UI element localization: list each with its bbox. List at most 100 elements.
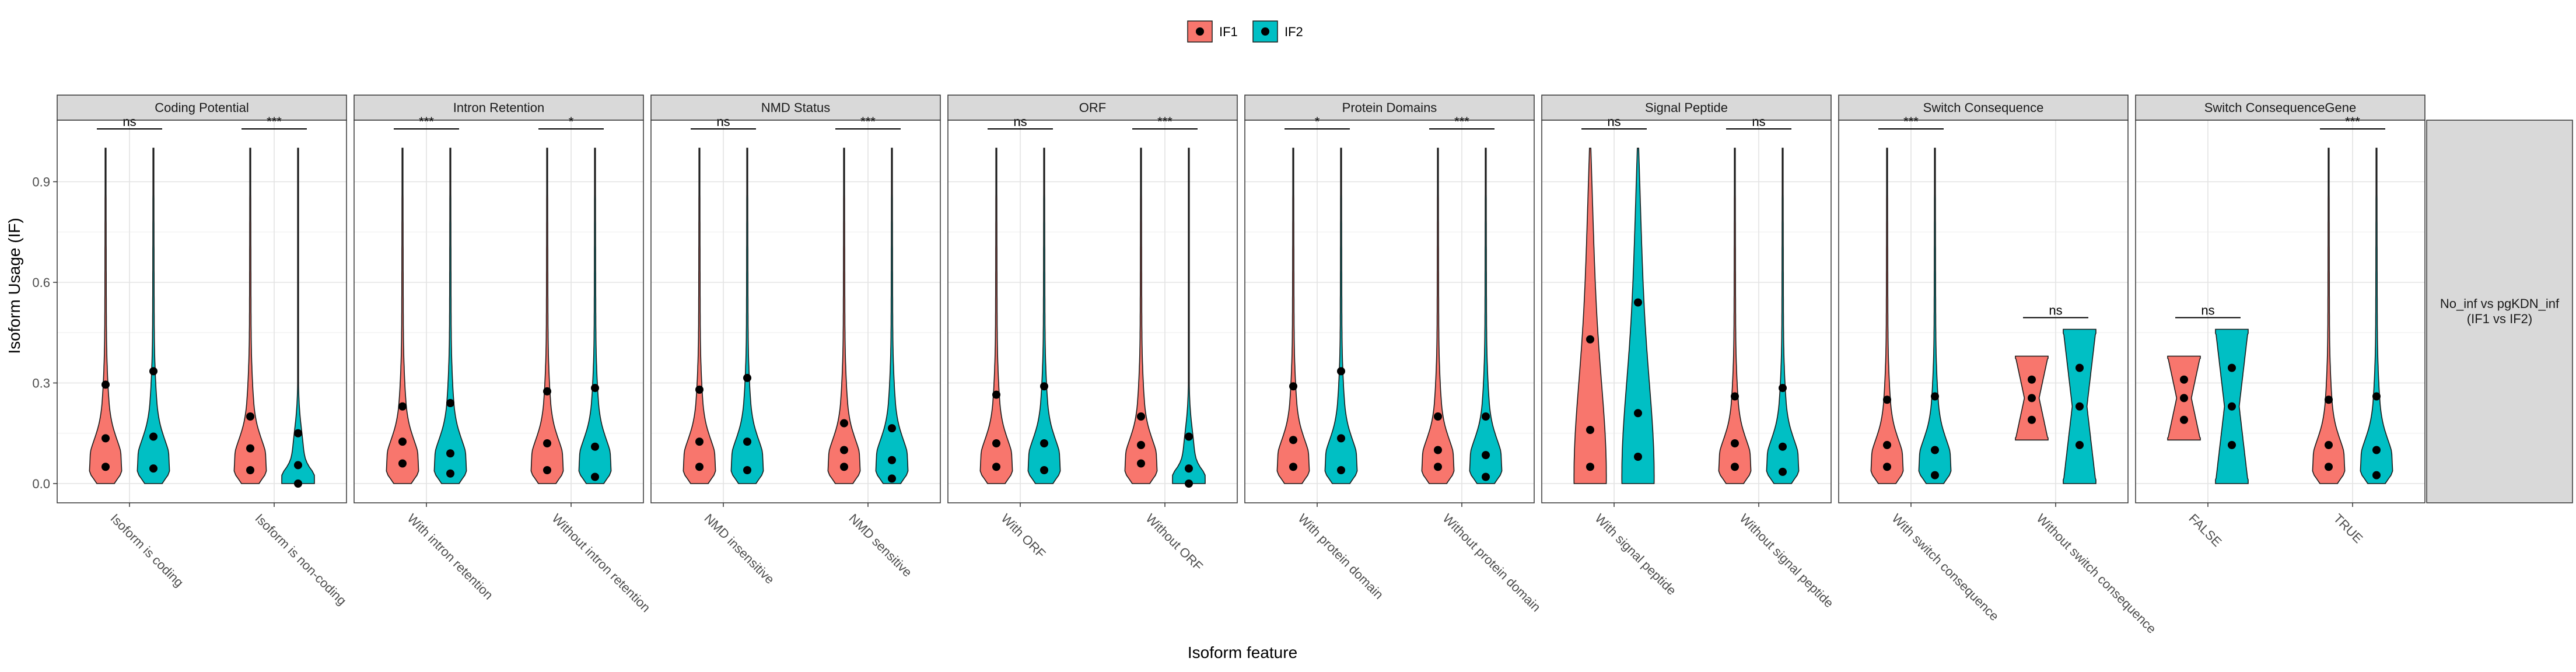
facet-strip-title: Protein Domains xyxy=(1342,100,1437,115)
y-tick-label: 0.0 xyxy=(32,477,50,491)
y-tick-label: 0.3 xyxy=(32,376,50,391)
q25-point xyxy=(446,469,454,478)
violin-if1 xyxy=(530,148,564,484)
q75-point xyxy=(2180,375,2188,384)
legend-key-dot xyxy=(1261,27,1269,36)
q25-point xyxy=(2028,415,2036,424)
violin-if1 xyxy=(386,148,419,484)
facet-strip xyxy=(1244,94,1535,121)
significance-label: ns xyxy=(2201,303,2214,318)
q75-point xyxy=(2228,363,2236,372)
facet-intron-retention: Intron Retention *** With intron retention… xyxy=(354,94,653,615)
q75-point xyxy=(1931,392,1939,401)
facet-strip-title: ORF xyxy=(1079,100,1106,115)
facet-switch-consequencegene: Switch ConsequenceGene ns FALSE *** TRUE xyxy=(2135,94,2426,550)
x-axis-title: Isoform feature xyxy=(1188,643,1297,662)
facet-strip-title: Switch Consequence xyxy=(1923,100,2044,115)
q25-point xyxy=(591,473,599,481)
q25-point xyxy=(1731,463,1739,471)
median-point xyxy=(992,439,1000,447)
x-tick-label: FALSE xyxy=(2186,511,2224,550)
q75-point xyxy=(1040,382,1048,391)
median-point xyxy=(1040,439,1048,447)
significance-label: * xyxy=(569,114,574,129)
median-point xyxy=(398,438,407,446)
violin-if2 xyxy=(281,148,315,484)
median-point xyxy=(1586,426,1594,434)
significance-label: ns xyxy=(1607,114,1620,129)
violin-if1 xyxy=(827,148,861,484)
panel-border xyxy=(354,120,644,503)
q25-point xyxy=(743,466,751,474)
q75-point xyxy=(543,387,551,396)
panel-border xyxy=(2135,120,2426,503)
median-point xyxy=(1337,434,1345,443)
q25-point xyxy=(1040,466,1048,474)
significance-label: * xyxy=(1315,114,1320,129)
q25-point xyxy=(1883,463,1891,471)
q75-point xyxy=(1137,412,1145,421)
median-point xyxy=(695,438,704,446)
x-tick-label: Isoform is non-coding xyxy=(252,511,349,608)
significance-label: ns xyxy=(123,114,136,129)
median-point xyxy=(2180,394,2188,402)
median-point xyxy=(149,432,158,441)
row-strip-background xyxy=(2426,120,2573,503)
facet-strip-title: NMD Status xyxy=(761,100,831,115)
q25-point xyxy=(1185,480,1193,488)
q25-point xyxy=(1289,463,1297,471)
q75-point xyxy=(1482,412,1490,421)
median-point xyxy=(1482,451,1490,460)
panel-border xyxy=(1838,120,2129,503)
x-tick-label: Without ORF xyxy=(1143,511,1206,574)
median-point xyxy=(1137,440,1145,449)
q75-point xyxy=(2325,396,2333,404)
violin-if2 xyxy=(1469,148,1503,484)
median-point xyxy=(2325,440,2333,449)
x-tick-label: NMD sensitive xyxy=(846,511,915,580)
panel-border xyxy=(57,120,347,503)
median-point xyxy=(591,442,599,451)
median-point xyxy=(1289,436,1297,444)
x-tick-label: With protein domain xyxy=(1295,511,1386,602)
facet-strip xyxy=(57,94,347,121)
q25-point xyxy=(1586,463,1594,471)
facet-strip-title: Coding Potential xyxy=(155,100,249,115)
significance-label: *** xyxy=(419,114,434,129)
q25-point xyxy=(102,463,110,471)
significance-label: *** xyxy=(1903,114,1919,129)
panel-border xyxy=(650,120,941,503)
violin-if1 xyxy=(1718,148,1752,484)
facet-panels: Coding Potential ns Isoform is coding *** Is… xyxy=(32,94,2426,636)
violin-if2 xyxy=(1027,148,1061,484)
x-tick-label: With intron retention xyxy=(404,511,496,603)
q25-point xyxy=(888,474,896,483)
significance-label: ns xyxy=(1752,114,1765,129)
q25-point xyxy=(840,463,848,471)
x-tick-label: TRUE xyxy=(2330,511,2365,546)
q75-point xyxy=(1586,335,1594,344)
median-point xyxy=(1883,440,1891,449)
legend-key-dot xyxy=(1196,27,1204,36)
facet-signal-peptide: Signal Peptide ns With signal peptide ns Wit… xyxy=(1541,94,1836,611)
legend-key-if1 xyxy=(1187,20,1213,43)
violin-if2 xyxy=(1918,148,1952,484)
violin-if1 xyxy=(233,148,267,484)
q75-point xyxy=(398,402,407,411)
facet-coding-potential: Coding Potential ns Isoform is coding *** Is… xyxy=(32,94,349,608)
median-point xyxy=(1634,409,1642,418)
q75-point xyxy=(1337,367,1345,376)
y-axis-title: Isoform Usage (IF) xyxy=(5,218,23,354)
legend-item-if1: IF1 xyxy=(1187,20,1238,43)
significance-label: *** xyxy=(1157,114,1172,129)
panel-border xyxy=(947,120,1238,503)
x-tick-label: With ORF xyxy=(998,511,1048,561)
median-point xyxy=(2372,446,2381,454)
q25-point xyxy=(1779,467,1787,476)
significance-label: *** xyxy=(1454,114,1469,129)
violin-if1 xyxy=(1421,148,1455,484)
x-tick-label: Without protein domain xyxy=(1440,511,1544,615)
violin-if1 xyxy=(1573,148,1607,484)
violin-if1 xyxy=(682,148,716,484)
